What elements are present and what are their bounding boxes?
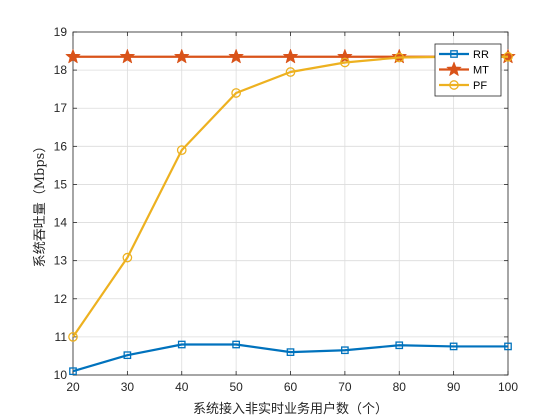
x-tick-label: 40 [175, 380, 189, 394]
data-point-rr [177, 340, 186, 349]
data-point-pf [285, 67, 296, 77]
data-point-mt [391, 48, 407, 64]
x-tick-label: 30 [121, 380, 135, 394]
legend-marker-mt [446, 61, 462, 76]
y-tick-label: 17 [54, 101, 68, 115]
y-tick-label: 13 [54, 254, 68, 268]
axis-ticks: 20 30 40 50 60 70 80 90 100 10 11 12 13 14 15 16 17 18 19 [54, 25, 519, 394]
data-point-pf [122, 252, 133, 263]
data-point-rr [232, 340, 240, 349]
y-axis-title: 系统吞吐量（Mbps） [33, 140, 48, 268]
data-point-pf [394, 52, 405, 63]
data-point-rr [449, 342, 458, 351]
y-tick-label: 15 [54, 177, 68, 191]
data-point-rr [286, 348, 295, 356]
x-tick-label: 60 [284, 380, 298, 394]
legend-label-pf: PF [473, 80, 487, 92]
legend-item-pf: PF [439, 80, 487, 92]
data-point-mt [119, 48, 135, 64]
data-point-mt [174, 48, 190, 64]
legend-label-mt: MT [473, 65, 489, 77]
y-tick-label: 18 [54, 63, 68, 77]
legend-marker-pf [449, 80, 459, 90]
data-point-mt [65, 48, 81, 64]
data-point-pf [68, 332, 78, 342]
data-point-pf [176, 145, 187, 155]
y-tick-label: 16 [54, 139, 68, 153]
data-point-pf [503, 51, 513, 62]
x-tick-label: 90 [447, 380, 461, 394]
legend-item-mt: MT [439, 61, 489, 77]
data-point-rr [123, 351, 132, 360]
y-tick-label: 10 [54, 368, 68, 382]
data-point-pf [231, 88, 241, 98]
y-tick-label: 11 [55, 330, 68, 344]
y-tick-label: 14 [54, 216, 68, 230]
x-tick-label: 20 [66, 380, 80, 394]
series-line-rr [72, 343, 508, 373]
x-axis-title: 系统接入非实时业务用户数（个） [193, 401, 388, 417]
data-point-rr [395, 341, 404, 350]
data-point-pf [340, 57, 350, 68]
y-tick-label: 12 [54, 292, 68, 306]
series-rr [69, 340, 512, 376]
x-tick-label: 100 [498, 380, 518, 394]
data-point-mt [228, 48, 244, 64]
legend-marker-rr [450, 50, 458, 58]
legend: RR MT PF [434, 43, 502, 97]
x-tick-label: 50 [229, 380, 243, 394]
legend-label-rr: RR [473, 49, 489, 61]
data-point-rr [341, 346, 349, 355]
x-tick-label: 80 [393, 380, 407, 394]
legend-item-rr: RR [439, 49, 489, 61]
data-point-mt [337, 48, 353, 64]
data-point-mt [283, 48, 298, 64]
data-point-rr [69, 367, 77, 376]
y-tick-label: 19 [54, 25, 68, 39]
data-point-rr [504, 342, 512, 351]
x-tick-label: 70 [338, 380, 352, 394]
